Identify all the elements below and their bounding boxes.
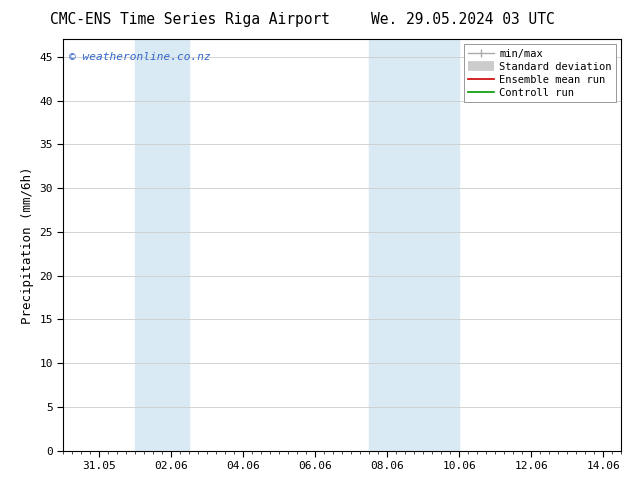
Text: © weatheronline.co.nz: © weatheronline.co.nz xyxy=(69,51,210,62)
Bar xyxy=(136,39,190,451)
Bar xyxy=(370,39,460,451)
Y-axis label: Precipitation (mm/6h): Precipitation (mm/6h) xyxy=(21,166,34,324)
Legend: min/max, Standard deviation, Ensemble mean run, Controll run: min/max, Standard deviation, Ensemble me… xyxy=(464,45,616,102)
Text: CMC-ENS Time Series Riga Airport: CMC-ENS Time Series Riga Airport xyxy=(50,12,330,27)
Text: We. 29.05.2024 03 UTC: We. 29.05.2024 03 UTC xyxy=(371,12,555,27)
